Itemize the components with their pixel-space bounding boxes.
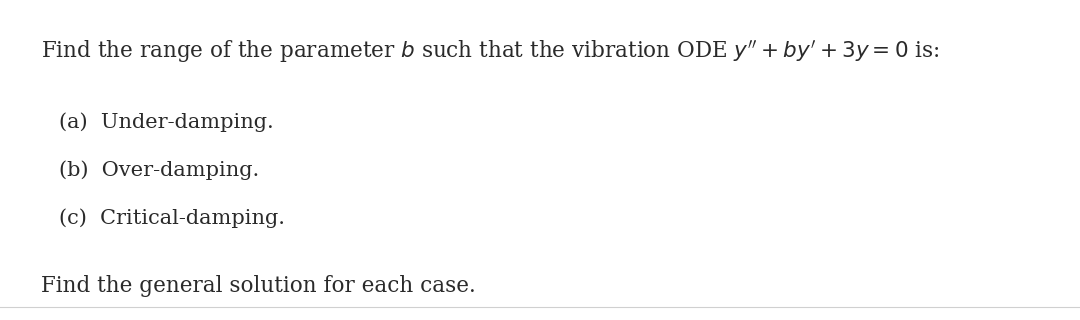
Text: (c)  Critical-damping.: (c) Critical-damping. <box>59 208 285 228</box>
Text: (a)  Under-damping.: (a) Under-damping. <box>59 112 274 132</box>
Text: Find the general solution for each case.: Find the general solution for each case. <box>41 275 476 297</box>
Text: (b)  Over-damping.: (b) Over-damping. <box>59 160 259 180</box>
Text: Find the range of the parameter $b$ such that the vibration ODE $y'' + by' + 3y : Find the range of the parameter $b$ such… <box>41 38 940 65</box>
